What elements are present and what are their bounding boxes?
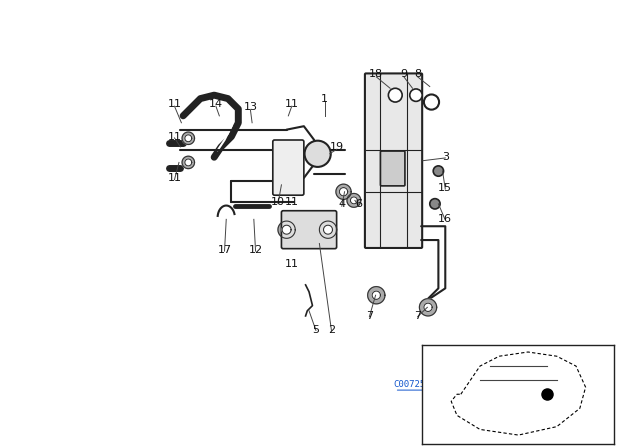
Polygon shape — [182, 156, 195, 168]
Polygon shape — [419, 299, 436, 316]
Text: 11: 11 — [285, 259, 299, 269]
Text: 10: 10 — [271, 197, 285, 207]
Polygon shape — [351, 197, 357, 204]
Polygon shape — [185, 159, 192, 166]
Polygon shape — [185, 135, 192, 142]
Polygon shape — [347, 194, 361, 207]
Circle shape — [305, 141, 331, 167]
Text: 11: 11 — [168, 132, 182, 142]
Text: 14: 14 — [209, 99, 223, 109]
Circle shape — [309, 145, 326, 163]
FancyBboxPatch shape — [282, 211, 337, 249]
Text: 1: 1 — [321, 94, 328, 103]
Text: 19: 19 — [330, 142, 344, 152]
Polygon shape — [282, 225, 291, 234]
Text: 11: 11 — [168, 99, 182, 109]
Polygon shape — [367, 287, 385, 304]
Text: 7: 7 — [366, 311, 373, 321]
Text: C0072522: C0072522 — [394, 380, 436, 389]
Text: 16: 16 — [438, 214, 452, 224]
Polygon shape — [182, 132, 195, 145]
Text: 6: 6 — [356, 199, 362, 209]
Text: 11: 11 — [168, 173, 182, 183]
Polygon shape — [336, 184, 351, 199]
Polygon shape — [319, 221, 337, 238]
Polygon shape — [372, 291, 380, 299]
Text: 4: 4 — [338, 199, 346, 209]
Text: 5: 5 — [312, 325, 319, 335]
Polygon shape — [424, 303, 432, 311]
Text: 11: 11 — [285, 99, 299, 109]
FancyBboxPatch shape — [365, 73, 422, 248]
Circle shape — [388, 88, 402, 102]
Text: 8: 8 — [414, 69, 421, 79]
FancyBboxPatch shape — [380, 151, 405, 186]
Text: 2: 2 — [328, 325, 335, 335]
Text: 13: 13 — [243, 102, 257, 112]
Text: 12: 12 — [248, 246, 262, 255]
Text: 9: 9 — [401, 69, 408, 79]
Circle shape — [430, 198, 440, 209]
Text: 11: 11 — [285, 197, 299, 207]
Polygon shape — [339, 188, 348, 196]
Text: 7: 7 — [414, 311, 421, 321]
Circle shape — [433, 166, 444, 176]
Polygon shape — [323, 225, 333, 234]
Text: 15: 15 — [438, 183, 452, 193]
Text: 18: 18 — [369, 69, 383, 79]
Text: 3: 3 — [442, 152, 449, 162]
Circle shape — [410, 89, 422, 101]
Polygon shape — [278, 221, 295, 238]
FancyBboxPatch shape — [273, 140, 304, 195]
Circle shape — [424, 95, 439, 110]
Text: 17: 17 — [218, 246, 232, 255]
